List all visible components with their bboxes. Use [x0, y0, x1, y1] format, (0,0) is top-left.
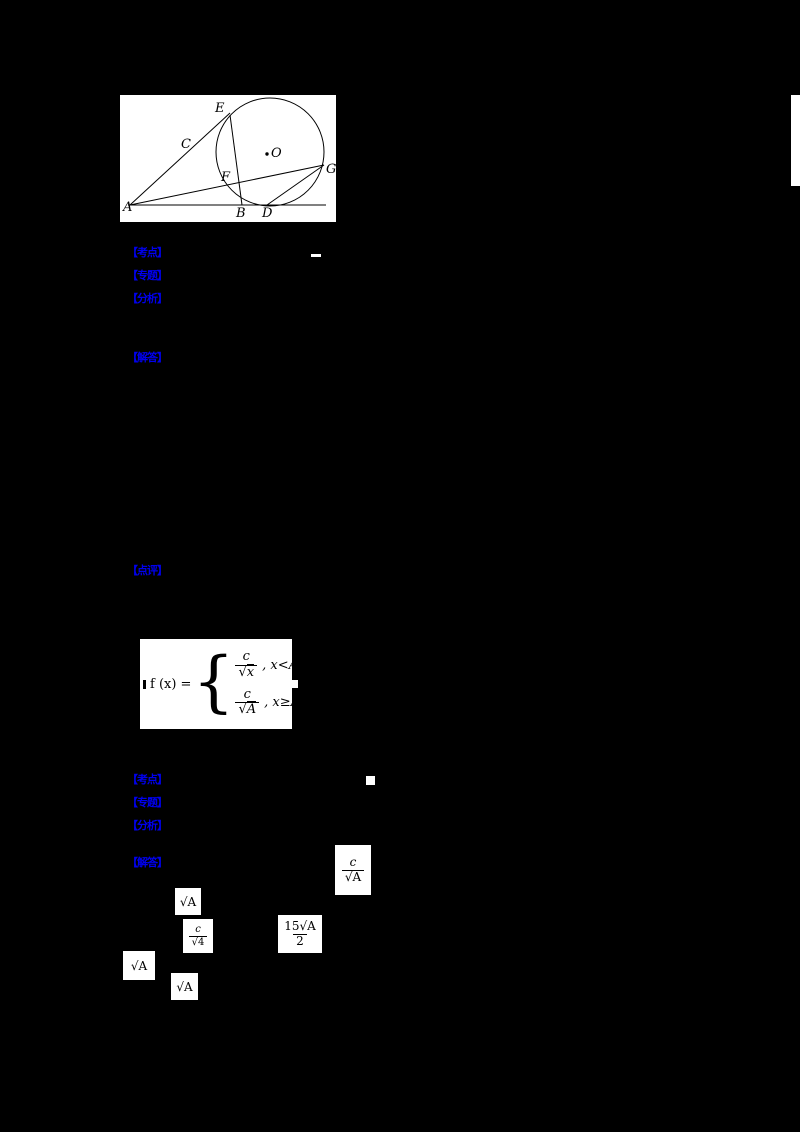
fraction-denominator: 2 — [293, 933, 307, 949]
right-edge-fragment — [791, 95, 800, 186]
radicand: x — [246, 663, 255, 680]
label-O: O — [271, 146, 282, 161]
math-fragment-c-over-sqrtA: c √A — [335, 845, 371, 895]
period-fragment — [290, 680, 298, 688]
radical-sign: √ — [238, 664, 247, 680]
label-E: E — [214, 101, 225, 116]
fraction-c-over-sqrt-A: c √A — [235, 686, 260, 719]
label-F: F — [220, 170, 231, 185]
fraction-denominator: √A — [235, 701, 260, 718]
label-C: C — [181, 137, 191, 152]
section-label-kaodian-1: 【考点】 — [127, 246, 168, 259]
label-G: G — [326, 162, 336, 177]
geometry-figure: E C O G F A B D — [120, 95, 336, 222]
fraction-denominator: √x — [235, 663, 258, 681]
label-A: A — [122, 200, 132, 215]
radical-sign: √ — [238, 702, 247, 718]
math-fragment-15sqrtA-over-2: 15√A 2 — [278, 915, 322, 953]
radical-expression: √A — [179, 894, 197, 909]
brace-symbol: { — [192, 643, 235, 720]
section-label-zhuanti-2: 【专题】 — [127, 796, 168, 809]
piecewise-row-1: c √x , x<A — [235, 648, 300, 681]
fraction-numerator: c — [349, 854, 357, 869]
radical-expression: √A — [176, 979, 193, 994]
fraction-numerator: c — [242, 648, 250, 664]
line-G-D — [266, 164, 325, 206]
function-lhs: f (x) = — [150, 676, 192, 692]
condition-1: , x<A — [262, 657, 298, 673]
section-label-fenxi-1: 【分析】 — [127, 292, 168, 305]
fraction: c √4 — [188, 924, 208, 949]
condition-2: , x≥A — [264, 695, 301, 711]
math-fragment-c-over-sqrt4: c √4 — [183, 919, 213, 953]
fraction-denominator: √A — [341, 869, 365, 885]
line-E-B — [229, 114, 243, 206]
section-label-jieda-1: 【解答】 — [127, 351, 168, 364]
fraction-denominator: √4 — [188, 935, 208, 949]
math-fragment-sqrtA-3: √A — [171, 973, 198, 1000]
radicand: A — [246, 701, 257, 718]
fraction: 15√A 2 — [281, 918, 319, 949]
section-label-jieda-2: 【解答】 — [127, 856, 168, 869]
piecewise-row-2: c √A , x≥A — [235, 686, 301, 719]
label-D: D — [261, 206, 273, 221]
math-fragment-sqrtA-1: √A — [175, 888, 201, 915]
section-label-fenxi-2: 【分析】 — [127, 819, 168, 832]
section-label-dianping-1: 【点评】 — [127, 564, 168, 577]
circle-O — [215, 97, 325, 207]
piecewise-rows: c √x , x<A c √A , x≥A — [235, 648, 301, 719]
fraction-numerator: c — [195, 924, 201, 935]
label-B: B — [235, 206, 246, 221]
math-fragment-sqrtA-2: √A — [123, 951, 155, 980]
fraction: c √A — [341, 854, 365, 885]
line-A-E — [129, 112, 231, 206]
square-fragment — [366, 776, 375, 785]
piecewise-function-formula: f (x) = { c √x , x<A c √A , x≥A — [140, 639, 300, 729]
center-dot-O — [265, 152, 269, 156]
fraction-c-over-sqrt-x: c √x — [235, 648, 258, 681]
text-fragment-mark — [143, 679, 146, 689]
line-A-G — [129, 164, 325, 206]
fraction-numerator: c — [243, 686, 251, 702]
radical-expression: √A — [130, 958, 148, 973]
section-label-kaodian-2: 【考点】 — [127, 773, 168, 786]
section-label-zhuanti-1: 【专题】 — [127, 269, 168, 282]
fraction-numerator: 15√A — [284, 918, 316, 933]
dash-fragment — [311, 254, 321, 257]
